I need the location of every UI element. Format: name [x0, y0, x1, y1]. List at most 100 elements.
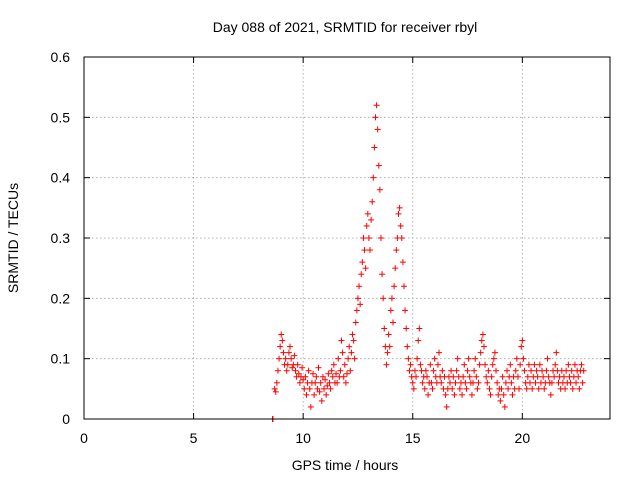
data-point — [478, 337, 485, 344]
data-point — [524, 373, 531, 380]
data-points — [269, 102, 587, 422]
x-tick-label: 10 — [295, 430, 311, 446]
data-point — [413, 373, 420, 380]
data-point — [361, 247, 368, 254]
data-point — [475, 379, 482, 386]
data-point — [333, 370, 340, 377]
data-point — [562, 385, 569, 392]
data-point — [338, 337, 345, 344]
data-point — [402, 307, 409, 314]
data-point — [288, 355, 295, 362]
data-point — [381, 325, 388, 332]
data-point — [376, 186, 383, 193]
plot-frame — [83, 56, 611, 420]
data-point — [371, 144, 378, 151]
data-point — [419, 379, 426, 386]
data-point — [454, 355, 461, 362]
y-tick-label: 0 — [62, 411, 70, 427]
data-point — [494, 379, 501, 386]
data-point — [351, 355, 358, 362]
x-axis-title: GPS time / hours — [292, 457, 399, 473]
data-point — [278, 331, 285, 338]
data-point — [340, 373, 347, 380]
data-point — [525, 361, 532, 368]
data-point — [523, 385, 530, 392]
data-point — [384, 349, 391, 356]
data-point — [380, 295, 387, 302]
data-point — [291, 352, 298, 359]
data-point — [410, 385, 417, 392]
data-point — [479, 331, 486, 338]
data-point — [447, 379, 454, 386]
data-point — [326, 379, 333, 386]
data-point — [301, 385, 308, 392]
data-point — [367, 247, 374, 254]
data-point — [498, 385, 505, 392]
data-point — [348, 349, 355, 356]
data-point — [403, 325, 410, 332]
data-point — [543, 367, 550, 374]
data-point — [327, 385, 334, 392]
y-tick-label: 0.1 — [51, 351, 71, 367]
data-point — [375, 162, 382, 169]
data-point — [353, 307, 360, 314]
data-point — [306, 385, 313, 392]
data-point — [305, 367, 312, 374]
data-point — [512, 367, 519, 374]
x-tick-label: 5 — [190, 430, 198, 446]
data-point — [417, 361, 424, 368]
data-point — [548, 379, 555, 386]
data-point — [571, 361, 578, 368]
data-point — [287, 343, 294, 350]
data-point — [487, 391, 494, 398]
data-point — [396, 204, 403, 211]
data-point — [272, 388, 279, 395]
data-point — [509, 391, 516, 398]
y-tick-label: 0.6 — [51, 49, 71, 65]
data-point — [465, 355, 472, 362]
data-point — [363, 222, 370, 229]
data-point — [461, 361, 468, 368]
data-point — [422, 367, 429, 374]
data-point — [529, 385, 536, 392]
data-point — [463, 385, 470, 392]
data-point — [541, 385, 548, 392]
data-point — [468, 391, 475, 398]
data-point — [535, 385, 542, 392]
data-point — [505, 385, 512, 392]
data-point — [315, 364, 322, 371]
data-point — [488, 373, 495, 380]
data-point — [569, 385, 576, 392]
data-point — [553, 349, 560, 356]
data-point — [427, 361, 434, 368]
data-point — [350, 337, 357, 344]
data-point — [442, 391, 449, 398]
data-point — [503, 367, 510, 374]
data-point — [358, 271, 365, 278]
data-point — [490, 355, 497, 362]
data-point — [500, 391, 507, 398]
data-point — [352, 319, 359, 326]
data-point — [377, 235, 384, 241]
data-point — [360, 235, 367, 241]
data-point — [514, 373, 521, 380]
data-point — [547, 391, 554, 398]
data-point — [545, 373, 552, 380]
data-point — [365, 235, 372, 241]
data-point — [434, 361, 441, 368]
data-point — [283, 367, 290, 374]
data-point — [436, 349, 443, 356]
data-point — [533, 367, 540, 374]
data-point — [531, 361, 538, 368]
data-point — [387, 307, 394, 314]
data-point — [390, 319, 397, 326]
data-point — [508, 379, 515, 386]
data-point — [580, 367, 587, 374]
data-point — [443, 403, 450, 410]
data-point — [532, 379, 539, 386]
data-point — [307, 403, 314, 410]
data-point — [407, 361, 414, 368]
data-point — [563, 367, 570, 374]
data-point — [316, 388, 323, 395]
